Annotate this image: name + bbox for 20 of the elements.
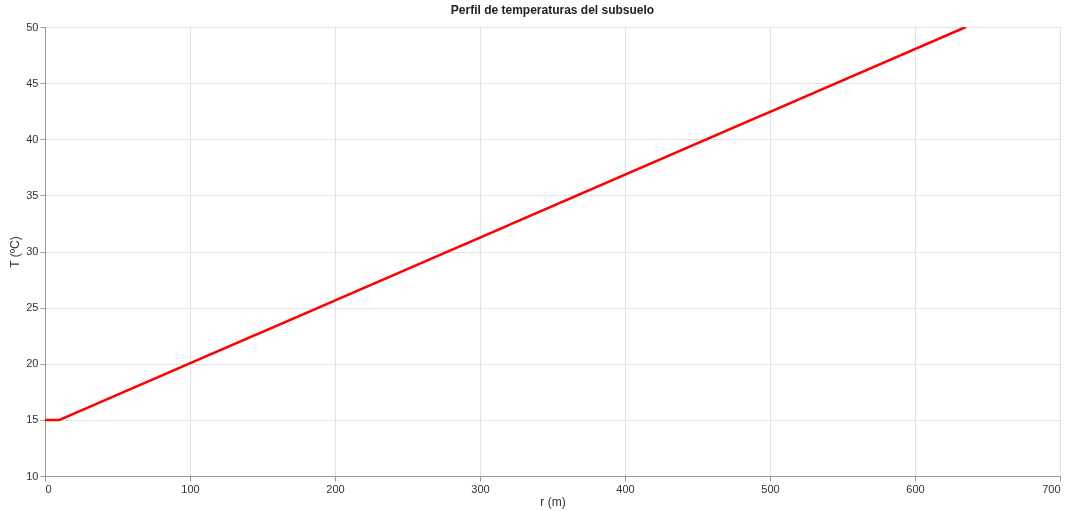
- x-tick-label: 300: [471, 482, 490, 495]
- x-tick-label: 400: [616, 482, 635, 495]
- y-tick-label: 30: [26, 245, 39, 257]
- y-tick-label: 15: [26, 413, 39, 426]
- x-tick-label: 0: [45, 482, 52, 495]
- chart-title: Perfil de temperaturas del subsuelo: [450, 3, 655, 17]
- y-tick-label: 40: [26, 132, 39, 145]
- x-tick-label: 700: [1042, 482, 1061, 495]
- y-tick-label: 20: [26, 357, 39, 370]
- x-tick-label: 100: [181, 482, 200, 495]
- x-tick-label: 500: [761, 482, 780, 495]
- y-tick-label: 35: [26, 188, 39, 201]
- x-tick-label: 200: [326, 482, 345, 495]
- x-axis-title: r (m): [540, 494, 566, 509]
- y-tick-label: 10: [26, 469, 39, 482]
- x-tick-label: 600: [906, 482, 925, 495]
- y-tick-label: 45: [26, 76, 39, 89]
- y-tick-label: 25: [26, 301, 39, 314]
- y-axis-title: T (ºC): [8, 236, 23, 268]
- y-tick-label: 50: [26, 20, 39, 33]
